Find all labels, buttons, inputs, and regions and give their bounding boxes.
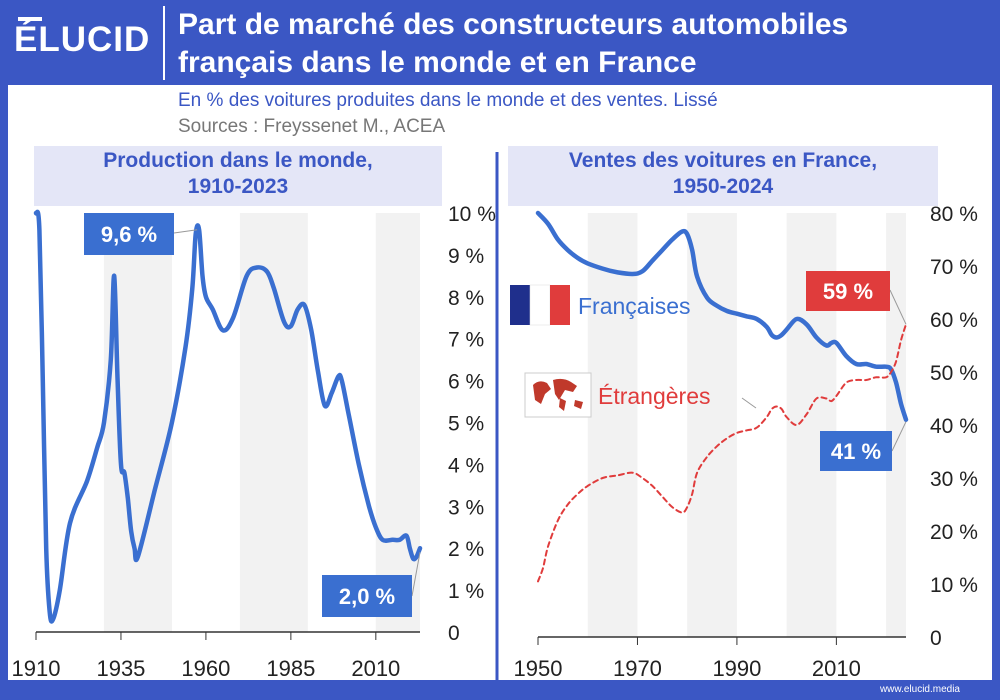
left-band-1 <box>239 213 308 632</box>
chart-subtitle: En % des voitures produites dans le mond… <box>178 90 718 111</box>
left-y-tick-label: 9 % <box>448 245 484 268</box>
flag-blue <box>510 285 530 325</box>
right-x-tick-label: 1990 <box>712 656 761 681</box>
left-y-tick-label: 10 % <box>448 203 496 226</box>
flag-white <box>529 284 551 326</box>
left-band-2 <box>375 213 420 632</box>
right-foreign-callout-label: 59 % <box>823 279 873 304</box>
right-y-tick-label: 40 % <box>930 415 978 438</box>
french-sales-line <box>535 210 909 422</box>
left-x-tick-label: 1935 <box>96 656 145 681</box>
left-y-tick-label: 5 % <box>448 413 484 436</box>
right-band-3 <box>886 213 906 637</box>
right-y-tick-label: 50 % <box>930 362 978 385</box>
website-credit: www.elucid.media <box>879 684 960 695</box>
legend-french: Françaises <box>510 284 690 326</box>
left-x-tick-label: 1985 <box>266 656 315 681</box>
world-map-shapes <box>533 378 583 411</box>
left-peak-callout-pointer <box>173 229 198 234</box>
right-french-callout-label: 41 % <box>831 439 881 464</box>
right-french-callout-pointer <box>891 421 907 452</box>
right-y-tick-label: 10 % <box>930 574 978 597</box>
left-series-line <box>33 209 423 624</box>
right-x-tick-label: 1970 <box>613 656 662 681</box>
legend-foreign-label: Étrangères <box>598 383 711 409</box>
left-y-tick-label: 3 % <box>448 496 484 519</box>
left-end-callout-box <box>322 575 412 617</box>
right-foreign-callout-pointer <box>889 289 907 325</box>
right-y-tick-label: 60 % <box>930 309 978 332</box>
left-y-tick-label: 7 % <box>448 329 484 352</box>
left-end-callout-label: 2,0 % <box>339 584 395 609</box>
right-y-tick-label: 80 % <box>930 203 978 226</box>
flag-red <box>550 285 570 325</box>
left-y-tick-label: 8 % <box>448 287 484 310</box>
right-panel-title: Ventes des voitures en France, 1950-2024 <box>508 146 938 206</box>
left-y-tick-label: 1 % <box>448 580 484 603</box>
left-y-tick-label: 6 % <box>448 371 484 394</box>
left-y-tick-label: 0 <box>448 622 460 645</box>
left-panel-title-line1: Production dans le monde, <box>103 149 373 172</box>
legend-foreign: Étrangères <box>524 372 757 418</box>
left-x-tick-label: 1960 <box>181 656 230 681</box>
legend-french-label: Françaises <box>578 293 690 319</box>
right-y-tick-label: 30 % <box>930 468 978 491</box>
header-divider <box>163 6 165 80</box>
right-x-tick-label: 2010 <box>812 656 861 681</box>
right-y-tick-label: 0 <box>930 627 942 650</box>
left-x-tick-label: 1910 <box>12 656 61 681</box>
right-y-tick-label: 70 % <box>930 256 978 279</box>
foreign-sales-line <box>537 323 907 583</box>
right-band-0 <box>587 213 638 637</box>
right-panel-title-line2: 1950-2024 <box>672 175 774 198</box>
left-panel-title-line2: 1910-2023 <box>187 175 289 198</box>
right-french-callout-box <box>820 431 892 471</box>
left-peak-callout-label: 9,6 % <box>101 222 157 247</box>
logo-accent <box>18 17 42 21</box>
left-x-tick-label: 2010 <box>351 656 400 681</box>
left-peak-callout-box <box>84 213 174 255</box>
left-end-callout-pointer <box>411 552 421 597</box>
left-y-tick-label: 4 % <box>448 454 484 477</box>
right-panel-title-line1: Ventes des voitures en France, <box>568 149 878 172</box>
elucid-logo: ÉLUCID <box>14 20 151 59</box>
chart-sources: Sources : Freyssenet M., ACEA <box>178 116 446 137</box>
right-x-tick-label: 1950 <box>514 656 563 681</box>
right-foreign-callout-box <box>806 271 890 311</box>
right-y-tick-label: 20 % <box>930 521 978 544</box>
chart-title-line2: français dans le monde et en France <box>178 46 697 79</box>
legend-foreign-pointer <box>741 397 757 409</box>
left-panel-title: Production dans le monde, 1910-2023 <box>34 146 442 206</box>
chart-title: Part de marché des constructeurs automob… <box>178 6 848 82</box>
right-band-1 <box>687 213 737 637</box>
chart-title-line1: Part de marché des constructeurs automob… <box>178 8 849 41</box>
left-y-tick-label: 2 % <box>448 538 484 561</box>
